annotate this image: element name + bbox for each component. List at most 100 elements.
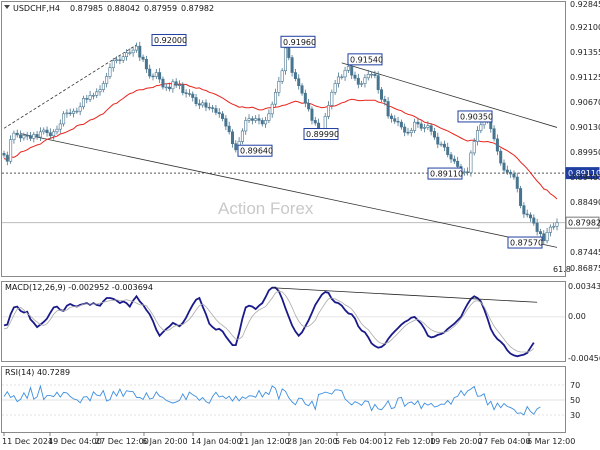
candle: [98, 85, 102, 96]
x-tick-label: 19 Feb 20:00: [430, 437, 482, 446]
price-layer: 0.92000 0.91960 0.91540 0.89640 0.89990 0.903…: [2, 34, 565, 249]
candle: [260, 117, 264, 127]
candle: [224, 115, 228, 131]
candle: [280, 68, 284, 84]
candle: [244, 116, 248, 135]
candle: [52, 129, 56, 140]
candle: [330, 89, 334, 110]
candle: [290, 54, 294, 77]
candle: [230, 129, 234, 148]
svg-text:0.87570: 0.87570: [510, 239, 543, 248]
candle: [529, 212, 533, 222]
candle: [194, 94, 198, 107]
rsi-panel-frame: [1, 366, 566, 433]
candle: [101, 80, 105, 93]
watermark: Action Forex: [218, 199, 314, 218]
candle: [178, 80, 182, 90]
x-tick-label: 11 Dec 2024: [2, 437, 53, 446]
rsi-y-tick: 50: [570, 396, 580, 405]
x-tick-label: 21 Jan 12:00: [239, 437, 290, 446]
candle: [38, 127, 42, 142]
candle: [512, 170, 516, 180]
price-annotation: 0.90350: [457, 110, 493, 123]
candle: [495, 134, 499, 156]
candle: [184, 89, 188, 98]
rsi-title: RSI(14) 40.7289: [5, 368, 70, 377]
price-y-tick: 0.92845: [570, 0, 600, 9]
candle: [55, 125, 59, 135]
price-y-tick: 0.89405: [570, 173, 600, 182]
candle: [336, 72, 340, 88]
price-y-tick: 0.89950: [570, 148, 600, 157]
candle: [247, 114, 251, 124]
channel-line-0: [341, 62, 558, 128]
candle: [333, 79, 337, 95]
rsi-line: [3, 384, 541, 416]
candle: [19, 130, 23, 142]
macd-trendline: [272, 287, 538, 303]
candle: [141, 54, 145, 62]
price-y-tick: 0.90130: [570, 123, 600, 132]
candle: [5, 151, 9, 166]
channel-line-1: [20, 133, 558, 248]
candle: [403, 123, 407, 137]
candle: [168, 82, 172, 92]
candle: [254, 115, 258, 124]
candle: [283, 44, 287, 75]
svg-text:0.87982: 0.87982: [568, 219, 600, 228]
candle: [373, 70, 377, 79]
candle: [58, 119, 62, 134]
candle: [204, 99, 208, 112]
price-annotation: 0.91540: [347, 53, 383, 66]
rising-trendline: [3, 44, 137, 129]
candle: [217, 108, 221, 118]
candle: [207, 102, 211, 111]
candle: [436, 132, 440, 149]
candle: [532, 214, 536, 226]
price-annotation: 0.87570: [507, 236, 543, 249]
candle: [9, 135, 13, 164]
candle: [148, 64, 152, 79]
svg-text:0.89110: 0.89110: [568, 169, 600, 178]
svg-text:0.89990: 0.89990: [306, 130, 339, 139]
x-tick-label: 19 Dec 04:00: [48, 437, 102, 446]
candle: [555, 218, 559, 231]
candle: [118, 55, 122, 65]
ohlc-low: 0.87959: [144, 4, 177, 13]
candle: [406, 127, 410, 136]
candle: [393, 115, 397, 124]
candle: [413, 118, 417, 134]
candle: [197, 99, 201, 109]
candle: [68, 108, 72, 117]
x-tick-label: 6 Mar 12:00: [527, 437, 575, 446]
price-annotation: 0.92000: [151, 34, 187, 47]
candle: [221, 111, 225, 122]
svg-text:0.89110: 0.89110: [430, 170, 463, 179]
fib-tag: 61.8: [553, 265, 571, 274]
candle: [310, 106, 314, 125]
price-y-tick: 0.92100: [570, 23, 600, 32]
candle: [191, 91, 195, 102]
rsi-y-tick: 70: [570, 381, 580, 390]
candle: [479, 122, 483, 134]
candle: [476, 126, 480, 146]
candle: [303, 89, 307, 108]
x-tick-label: 27 Dec 12:00: [95, 437, 149, 446]
candle: [277, 76, 281, 97]
candle: [505, 165, 509, 175]
candle: [211, 105, 215, 113]
candle: [48, 128, 52, 139]
candle: [174, 78, 178, 88]
candle: [264, 116, 268, 128]
x-tick-label: 27 Feb 04:00: [478, 437, 530, 446]
candle: [419, 121, 423, 131]
candle: [442, 140, 446, 152]
candle: [545, 228, 549, 244]
candle: [452, 155, 456, 164]
candle: [257, 114, 261, 125]
price-title: USDCHF,H4 0.87985 0.88042 0.87959 0.8798…: [4, 4, 214, 13]
candle: [519, 185, 523, 209]
svg-text:0.91540: 0.91540: [350, 55, 383, 64]
